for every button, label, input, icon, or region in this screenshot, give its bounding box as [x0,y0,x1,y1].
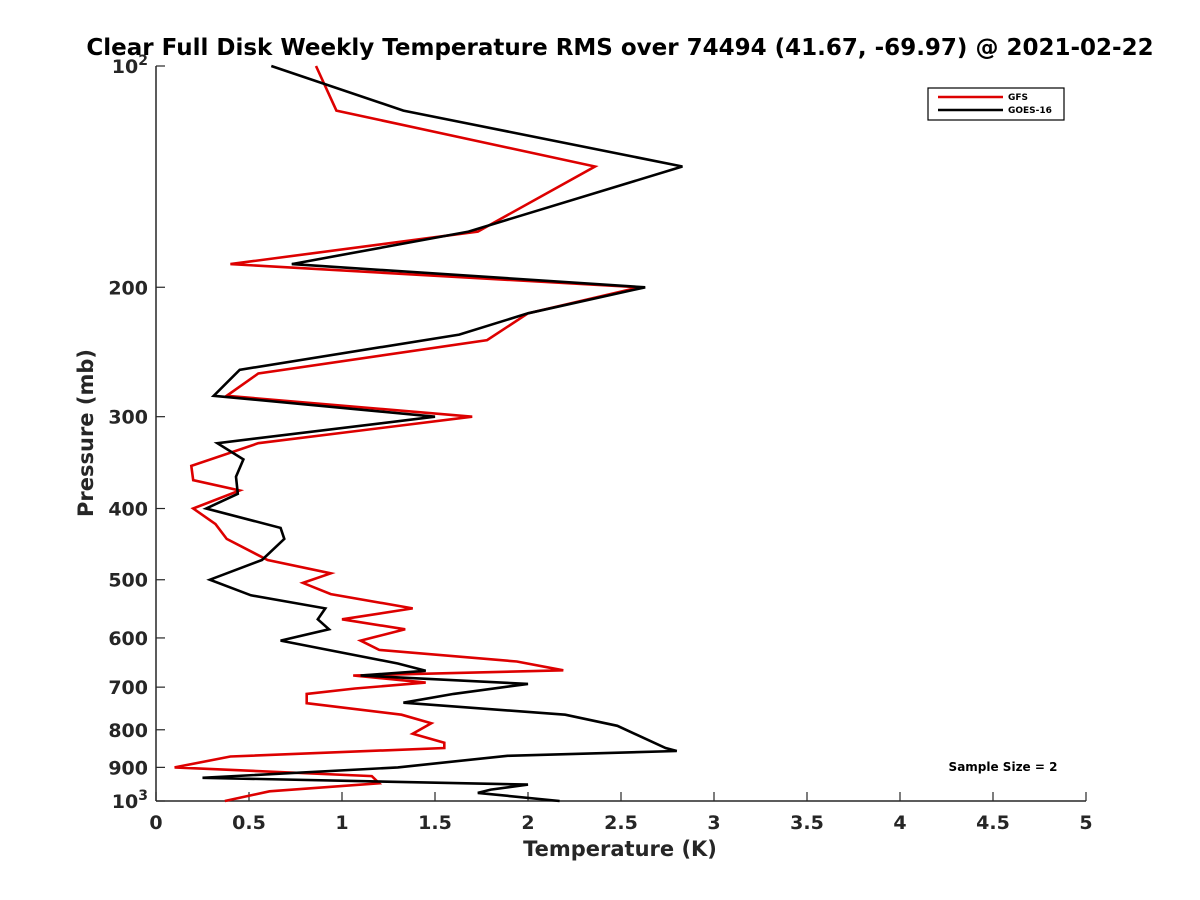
series-layer [174,64,683,803]
chart-title: Clear Full Disk Weekly Temperature RMS o… [86,35,1153,61]
sample-size-annotation: Sample Size = 2 [949,760,1058,774]
x-tick-label: 4 [893,812,906,834]
y-tick-label: 200 [108,277,148,299]
y-tick-label: 600 [108,628,148,650]
y-tick-label-base: 700 [108,677,148,699]
y-tick-label-base: 500 [108,570,148,592]
y-tick-label: 700 [108,677,148,699]
x-tick-label: 3 [707,812,720,834]
y-tick-label-base: 900 [108,757,148,779]
y-tick-label-base: 10 [112,56,138,78]
x-tick-label: 3.5 [790,812,824,834]
legend-box [927,87,1065,121]
y-tick-label-exponent: 2 [138,53,148,69]
y-tick-label: 400 [108,499,148,521]
y-axis-label: Pressure (mb) [74,349,98,517]
x-tick-label: 4.5 [976,812,1010,834]
x-tick-label: 2 [521,812,534,834]
legend-label-goes16: GOES-16 [1008,106,1052,116]
y-tick-label-base: 200 [108,277,148,299]
x-tick-label: 2.5 [604,812,638,834]
y-tick-label-base: 800 [108,720,148,742]
y-tick-label: 500 [108,570,148,592]
y-tick-label-exponent: 3 [138,788,148,804]
x-tick-label: 1 [335,812,348,834]
y-tick-label-base: 400 [108,499,148,521]
legend: GFS GOES-16 [927,87,1065,121]
x-axis-ticks: 0 0.5 1 1.5 2 2.5 3 3.5 4 4.5 5 [149,792,1093,834]
x-axis-label: Temperature (K) [523,837,717,861]
legend-label-gfs: GFS [1008,93,1028,103]
x-tick-label: 0.5 [232,812,266,834]
series-line-goes16 [202,64,683,803]
y-tick-label-base: 600 [108,628,148,650]
y-tick-label-base: 10 [112,791,138,813]
y-tick-label: 300 [108,407,148,429]
x-tick-label: 1.5 [418,812,452,834]
y-tick-label-base: 300 [108,407,148,429]
y-tick-label: 900 [108,757,148,779]
y-tick-label: 800 [108,720,148,742]
series-line-gfs [174,65,640,803]
y-tick-label: 102 [112,53,148,78]
y-tick-label: 103 [112,788,148,813]
x-tick-label: 5 [1079,812,1092,834]
x-tick-label: 0 [149,812,162,834]
